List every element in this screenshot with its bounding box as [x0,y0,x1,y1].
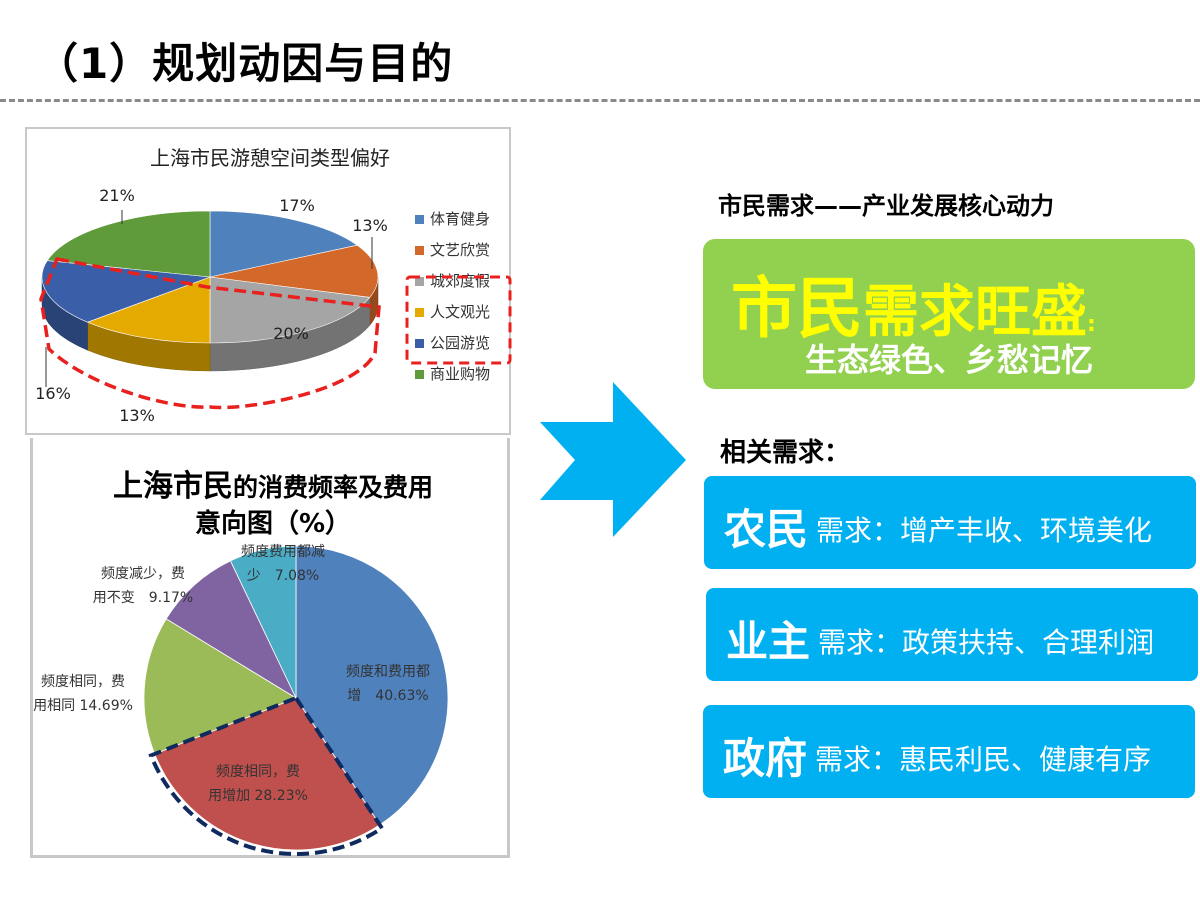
legend-swatch [415,339,424,348]
pie-slice [209,244,379,298]
data-label: 用不变 9.17% [93,590,193,606]
leisure-preference-chart: 上海市民游憩空间类型偏好 17% 13% 20% 13% 16% 21% 体育健身文艺欣赏… [25,127,512,435]
legend-swatch [415,370,424,379]
legend-swatch [415,246,424,255]
legend-swatch [415,215,424,224]
highlight-colon: : [1087,312,1096,337]
highlight-title-part2: 需求旺盛 [863,280,1087,345]
data-label: 用相同 14.69% [33,698,133,714]
data-label: 少 7.08% [247,568,319,584]
pie-slice [46,210,211,278]
farmer-label: 农民 [724,505,809,554]
chart-title-line2: 意向图（%） [195,508,351,539]
data-label: 16% [35,384,71,403]
data-label: 频度相同，费 [41,674,125,690]
legend-item: 城郊度假 [430,272,490,290]
highlight-subtitle: 生态绿色、乡愁记忆 [804,341,1093,379]
pie-slice [229,545,297,699]
title-divider [0,99,1200,102]
data-label: 20% [273,324,309,343]
related-demand-heading: 相关需求： [720,438,851,468]
data-label: 频度减少，费 [101,566,185,582]
legend-item: 体育健身 [430,210,490,228]
highlight-title: 市民需求旺盛: [731,255,1096,351]
data-label: 17% [279,196,315,215]
data-label: 增 40.63% [347,688,428,704]
leisure-pie-svg: 上海市民游憩空间类型偏好 17% 13% 20% 13% 16% 21% 体育健身文艺欣赏… [35,146,512,425]
pie-top [41,210,379,344]
highlight-outline [148,695,385,856]
owner-demand-text: 需求：政策扶持、合理利润 [818,626,1155,659]
government-label: 政府 [723,734,808,783]
pie-slice [86,276,211,344]
farmer-demand-text: 需求：增产丰收、环境美化 [816,514,1153,547]
pie-slice [165,560,297,700]
legend-highlight-box [405,275,512,365]
arrow-right-icon [540,382,686,537]
highlight-title-part1: 市民 [731,270,863,347]
highlight-outline [39,257,381,410]
legend-item: 公园游览 [430,334,490,352]
data-label: 用增加 28.23% [208,788,308,804]
pie-slice [41,260,211,323]
consumption-intent-chart: 上海市民的消费频率及费用 意向图（%） 频度和费用都增 40.63% 频度相同，费… [30,438,510,858]
government-demand-box: 政府 需求：惠民利民、健康有序 [703,705,1195,798]
data-label: 频度相同，费 [216,764,300,780]
page-title: （1）规划动因与目的 [36,39,454,88]
government-demand-text: 需求：惠民利民、健康有序 [815,743,1152,776]
core-driver-heading: 市民需求——产业发展核心动力 [718,192,1054,220]
data-label: 21% [99,186,135,205]
legend-item: 商业购物 [430,365,490,383]
owner-demand-box: 业主 需求：政策扶持、合理利润 [706,588,1198,681]
pie-slice [154,697,381,851]
pie-slice [143,618,297,755]
legend-swatch [415,308,424,317]
owner-label: 业主 [726,617,811,666]
data-label: 频度费用都减 [241,544,325,560]
data-label: 13% [119,406,155,425]
data-label: 频度和费用都 [346,664,430,680]
leisure-pie: 17% 13% 20% 13% 16% 21% [35,186,388,425]
legend-item: 人文观光 [430,303,490,321]
data-label: 13% [352,216,388,235]
chart-title-line1: 上海市民的消费频率及费用 [113,469,433,504]
pie-slice [209,210,358,278]
legend-item: 文艺欣赏 [430,241,490,259]
legend-swatch [415,277,424,286]
chart-title: 上海市民游憩空间类型偏好 [150,146,390,170]
citizen-demand-highlight: 市民需求旺盛: 生态绿色、乡愁记忆 [703,239,1195,389]
farmer-demand-box: 农民 需求：增产丰收、环境美化 [704,476,1196,569]
